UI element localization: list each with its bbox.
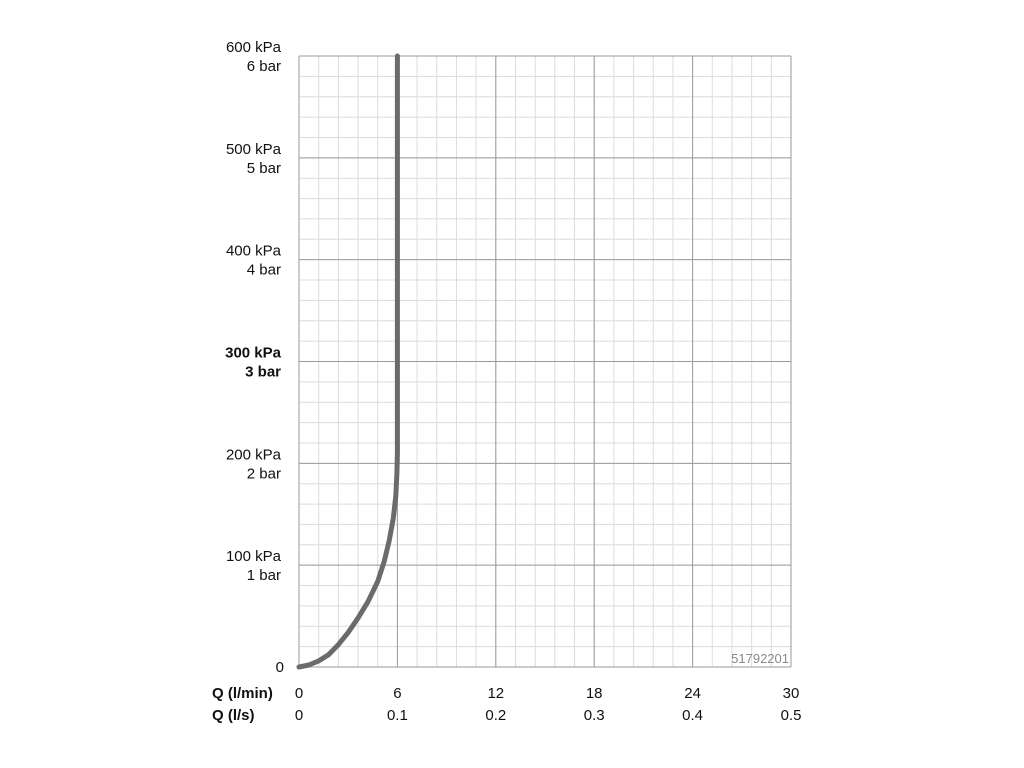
y-tick-label-kpa: 600 kPa	[226, 39, 282, 56]
y-tick-label-bar: 6 bar	[247, 58, 281, 75]
x-tick-label-ls: 0.3	[584, 707, 605, 724]
x-tick-label-ls: 0.4	[682, 707, 703, 724]
y-tick-label-kpa: 400 kPa	[226, 243, 282, 260]
y-tick-label-bar: 2 bar	[247, 465, 281, 482]
y-tick-label-kpa: 200 kPa	[226, 446, 282, 463]
major-gridlines	[298, 55, 792, 668]
y-tick-label-kpa: 0	[276, 659, 284, 676]
x-tick-label-lmin: 0	[295, 685, 303, 702]
pressure-flow-curve	[296, 53, 400, 670]
curve-layer	[296, 53, 400, 670]
x-tick-label-lmin: 6	[393, 685, 401, 702]
x-tick-label-ls: 0.2	[485, 707, 506, 724]
x-tick-label-ls: 0.5	[781, 707, 802, 724]
watermark-number: 51792201	[731, 651, 789, 666]
x-axis-unit-ls: Q (l/s)	[212, 707, 255, 724]
y-tick-label-bar: 5 bar	[247, 160, 281, 177]
x-tick-label-ls: 0.1	[387, 707, 408, 724]
y-tick-label-bar: 1 bar	[247, 567, 281, 584]
x-tick-label-lmin: 30	[783, 685, 800, 702]
y-tick-label-kpa: 300 kPa	[225, 345, 282, 362]
y-tick-label-bar: 3 bar	[245, 364, 281, 381]
x-tick-label-lmin: 18	[586, 685, 603, 702]
x-tick-label-lmin: 12	[487, 685, 504, 702]
x-tick-label-lmin: 24	[684, 685, 701, 702]
y-tick-label-bar: 4 bar	[247, 262, 281, 279]
y-axis-labels: 0 100 kPa 1 bar 200 kPa 2 bar 300 kPa 3 bar 400…	[225, 39, 284, 676]
x-axis-unit-lmin: Q (l/min)	[212, 685, 273, 702]
x-tick-label-ls: 0	[295, 707, 303, 724]
y-tick-label-kpa: 500 kPa	[226, 141, 282, 158]
y-tick-label-kpa: 100 kPa	[226, 548, 282, 565]
x-axis-labels: Q (l/min) Q (l/s) 0 0 6 0.1 12 0.2 18 0.3 24 0.4 30 0…	[212, 685, 801, 724]
